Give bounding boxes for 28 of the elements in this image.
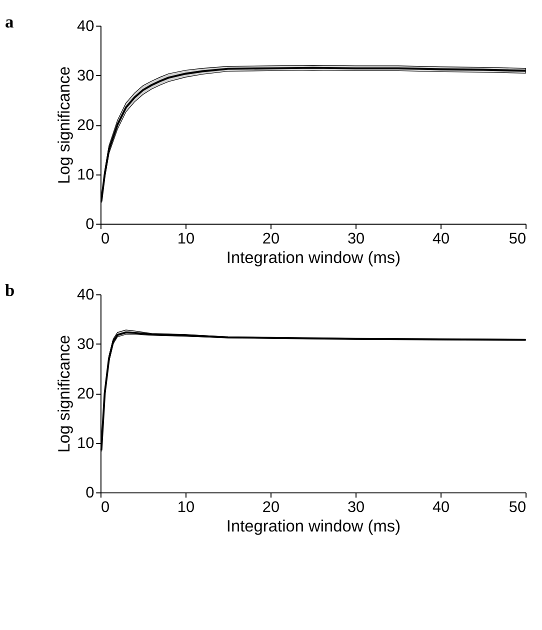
y-tick-label: 0 <box>86 216 94 234</box>
x-tick-label: 40 <box>432 230 450 248</box>
x-tick-label: 50 <box>508 499 526 516</box>
x-tick-label: 10 <box>177 499 195 516</box>
y-tick-label: 40 <box>77 286 94 304</box>
chart-title: b <box>5 281 15 300</box>
y-axis-title: Log significance <box>55 66 74 184</box>
x-tick-label: 20 <box>262 499 280 516</box>
y-tick-label: 20 <box>77 386 94 403</box>
x-tick-label: 20 <box>262 230 280 248</box>
x-tick-label: 40 <box>432 499 450 516</box>
x-tick-label: 10 <box>177 230 195 248</box>
chart-title: a <box>5 12 14 32</box>
y-tick-label: 0 <box>86 484 94 502</box>
x-axis-title: Integration window (ms) <box>226 248 401 267</box>
y-tick-label: 10 <box>77 166 94 184</box>
y-tick-label: 30 <box>77 68 94 85</box>
y-tick-label: 40 <box>77 18 94 36</box>
y-tick-label: 10 <box>77 435 94 452</box>
y-tick-label: 30 <box>77 336 94 354</box>
y-tick-label: 20 <box>77 117 94 134</box>
y-axis-title: Log significance <box>55 334 74 453</box>
x-tick-label: 50 <box>508 230 526 248</box>
x-tick-label: 0 <box>100 499 110 516</box>
x-tick-label: 30 <box>347 230 365 248</box>
x-tick-label: 30 <box>347 499 365 516</box>
x-tick-label: 0 <box>100 230 110 248</box>
x-axis-title: Integration window (ms) <box>226 517 401 536</box>
